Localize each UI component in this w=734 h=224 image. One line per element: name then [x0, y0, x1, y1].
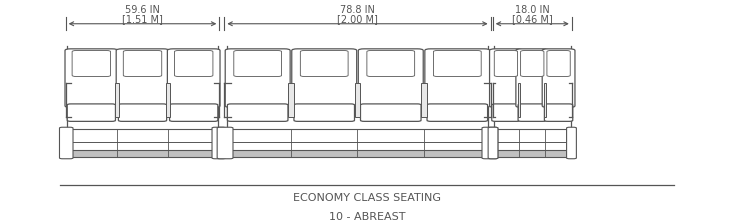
FancyBboxPatch shape	[167, 49, 220, 108]
Text: [2.00 M]: [2.00 M]	[337, 14, 378, 24]
FancyBboxPatch shape	[118, 104, 167, 121]
FancyBboxPatch shape	[170, 104, 218, 121]
FancyBboxPatch shape	[433, 51, 482, 76]
Text: 10 - ABREAST: 10 - ABREAST	[329, 212, 405, 222]
FancyBboxPatch shape	[234, 51, 282, 76]
FancyBboxPatch shape	[367, 51, 415, 76]
FancyBboxPatch shape	[116, 49, 169, 108]
FancyBboxPatch shape	[425, 49, 490, 108]
Bar	[421, 83, 426, 117]
Bar	[493, 151, 573, 157]
FancyBboxPatch shape	[65, 49, 117, 108]
FancyBboxPatch shape	[217, 127, 233, 159]
FancyBboxPatch shape	[68, 104, 115, 121]
Text: 78.8 IN: 78.8 IN	[340, 5, 375, 15]
Bar	[545, 83, 547, 117]
Text: 18.0 IN: 18.0 IN	[515, 5, 550, 15]
FancyBboxPatch shape	[72, 51, 111, 76]
FancyBboxPatch shape	[360, 104, 421, 121]
FancyBboxPatch shape	[490, 49, 523, 108]
FancyBboxPatch shape	[228, 104, 288, 121]
FancyBboxPatch shape	[212, 127, 225, 159]
FancyBboxPatch shape	[488, 127, 498, 159]
Bar	[65, 151, 220, 157]
FancyBboxPatch shape	[567, 127, 576, 159]
Bar	[115, 83, 119, 117]
FancyBboxPatch shape	[59, 127, 73, 159]
FancyBboxPatch shape	[547, 51, 570, 76]
FancyBboxPatch shape	[516, 49, 548, 108]
FancyBboxPatch shape	[482, 127, 498, 159]
FancyBboxPatch shape	[520, 51, 544, 76]
Bar	[518, 83, 520, 117]
Text: [1.51 M]: [1.51 M]	[122, 14, 163, 24]
FancyBboxPatch shape	[300, 51, 348, 76]
Bar	[288, 83, 294, 117]
FancyBboxPatch shape	[225, 49, 290, 108]
FancyBboxPatch shape	[545, 104, 573, 121]
FancyBboxPatch shape	[294, 104, 355, 121]
Text: [0.46 M]: [0.46 M]	[512, 14, 553, 24]
Bar	[355, 83, 360, 117]
FancyBboxPatch shape	[542, 49, 575, 108]
Text: 59.6 IN: 59.6 IN	[125, 5, 160, 15]
FancyBboxPatch shape	[123, 51, 161, 76]
FancyBboxPatch shape	[291, 49, 357, 108]
FancyBboxPatch shape	[427, 104, 487, 121]
FancyBboxPatch shape	[494, 51, 517, 76]
FancyBboxPatch shape	[518, 104, 546, 121]
Bar	[223, 151, 492, 157]
FancyBboxPatch shape	[358, 49, 424, 108]
FancyBboxPatch shape	[175, 51, 213, 76]
Text: ECONOMY CLASS SEATING: ECONOMY CLASS SEATING	[293, 193, 441, 203]
Bar	[166, 83, 170, 117]
FancyBboxPatch shape	[492, 104, 520, 121]
